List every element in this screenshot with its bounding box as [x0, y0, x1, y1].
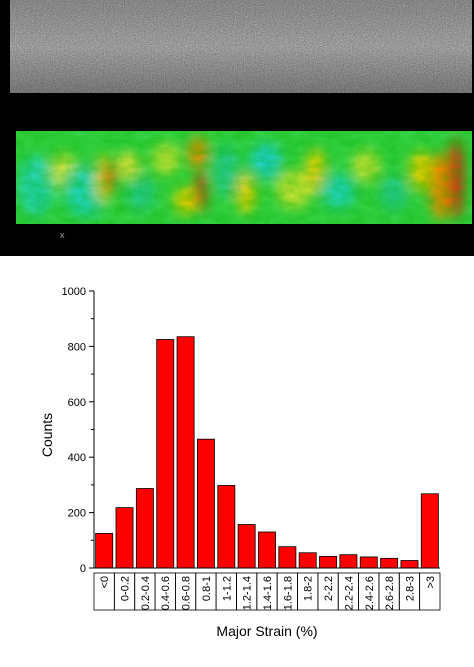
- strain-contour-map: [16, 131, 472, 224]
- bar-9: [278, 546, 297, 569]
- x-tick-label-2: 0.2-0.4: [140, 576, 152, 610]
- x-tick-label-9: 1.6-1.8: [282, 576, 294, 610]
- x-category-box-16: [419, 572, 441, 611]
- bar-16: [420, 493, 439, 569]
- plot-area: 0 200 400 600 800 1000 <0 0-0.2 0.2-0.4 0.4-0.6 0.…: [62, 286, 441, 611]
- strain-map-x-axis-letter: x: [60, 230, 65, 240]
- x-tick-label-5: 0.8-1: [201, 576, 213, 601]
- x-tick-label-4: 0.6-0.8: [181, 576, 193, 610]
- x-tick-label-1: 0-0.2: [120, 576, 132, 601]
- y-tick-label-0: 0: [80, 563, 86, 575]
- x-axis-title: Major Strain (%): [216, 623, 317, 639]
- x-tick-label-13: 2.4-2.6: [364, 576, 376, 610]
- y-tick-label-200: 200: [68, 508, 86, 520]
- bar-0: [95, 532, 114, 569]
- bar-3: [156, 339, 175, 569]
- x-tick-label-6: 1-1.2: [221, 576, 233, 601]
- bar-15: [400, 560, 419, 569]
- strain-histogram-chart: 0 200 400 600 800 1000 <0 0-0.2 0.2-0.4 0.4-0.6 0.…: [39, 286, 441, 639]
- x-tick-label-15: 2.8-3: [404, 576, 416, 601]
- x-tick-label-3: 0.4-0.6: [160, 576, 172, 610]
- bar-11: [319, 555, 338, 569]
- bar-2: [135, 488, 154, 569]
- bar-4: [176, 336, 195, 569]
- x-tick-label-11: 2-2.2: [323, 576, 335, 601]
- x-tick-label-12: 2.2-2.4: [343, 576, 355, 610]
- bar-13: [359, 556, 378, 569]
- x-tick-label-16: >3: [425, 576, 437, 589]
- bar-12: [339, 554, 358, 569]
- x-tick-label-10: 1.8-2: [303, 576, 315, 601]
- bar-14: [380, 557, 399, 569]
- y-tick-label-800: 800: [68, 341, 86, 353]
- x-tick-label-7: 1.2-1.4: [242, 576, 254, 610]
- bar-1: [115, 507, 134, 569]
- bar-6: [217, 485, 236, 569]
- bar-7: [237, 524, 256, 569]
- speckle-pattern-image: [10, 0, 472, 93]
- y-tick-label-400: 400: [68, 452, 86, 464]
- x-tick-label-0: <0: [99, 576, 111, 589]
- x-tick-label-14: 2.6-2.8: [384, 576, 396, 610]
- x-tick-label-8: 1.4-1.6: [262, 576, 274, 610]
- histogram-panel: 0 200 400 600 800 1000 <0 0-0.2 0.2-0.4 0.4-0.6 0.…: [0, 256, 474, 667]
- y-tick-label-1000: 1000: [62, 286, 86, 298]
- y-tick-label-600: 600: [68, 397, 86, 409]
- bar-8: [258, 531, 276, 569]
- y-axis-title: Counts: [39, 413, 55, 457]
- bar-5: [196, 438, 215, 569]
- bar-10: [298, 552, 317, 569]
- speckle-image-panel: [0, 0, 474, 96]
- strain-map-panel: y: [0, 96, 474, 278]
